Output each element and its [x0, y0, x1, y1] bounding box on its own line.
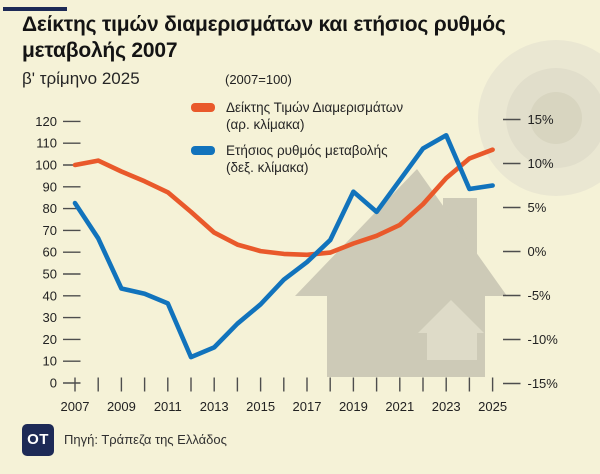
annual-change-label-line1: Ετήσιος ρυθμός μεταβολής: [226, 143, 388, 158]
right-axis-tick-label: 15%: [528, 112, 554, 127]
annual-change-label: Ετήσιος ρυθμός μεταβολής (δεξ. κλίμακα): [226, 142, 388, 176]
legend-item-annual-change: Ετήσιος ρυθμός μεταβολής (δεξ. κλίμακα): [191, 142, 403, 176]
small-house-roof: [418, 300, 484, 333]
x-axis-tick-label: 2011: [154, 399, 182, 414]
left-axis-tick-label: 20: [43, 332, 57, 347]
source-text: Πηγή: Τράπεζα της Ελλάδος: [64, 432, 227, 447]
right-axis-tick-label: -5%: [528, 288, 552, 303]
x-axis-tick-label: 2021: [385, 399, 414, 414]
price-index-label-line1: Δείκτης Τιμών Διαμερισμάτων: [226, 100, 404, 115]
annual-change-line: [72, 133, 495, 360]
house-roof: [295, 169, 507, 296]
price-index-label-line2: (αρ. κλίμακα): [226, 117, 305, 132]
left-axis-tick-label: 30: [43, 310, 57, 325]
small-house-body: [427, 331, 477, 360]
annual-change-swatch: [191, 146, 215, 155]
legend: Δείκτης Τιμών Διαμερισμάτων (αρ. κλίμακα…: [191, 99, 403, 176]
left-axis-tick-label: 10: [43, 354, 57, 369]
left-axis-tick-label: 90: [43, 179, 57, 194]
chart-title-line2: μεταβολής 2007: [22, 39, 178, 62]
legend-base-note: (2007=100): [225, 72, 292, 87]
x-axis-tick-label: 2013: [200, 399, 229, 414]
x-axis-tick-label: 2019: [339, 399, 368, 414]
left-axis-tick-label: 50: [43, 267, 57, 282]
left-axis-tick-label: 0: [50, 376, 57, 391]
left-axis-tick-label: 60: [43, 245, 57, 260]
target-circle-inner: [530, 92, 582, 144]
ot-logo: OT: [22, 424, 54, 456]
x-axis-tick-label: 2015: [246, 399, 275, 414]
annual-change-label-line2: (δεξ. κλίμακα): [226, 160, 309, 175]
right-axis-tick-label: -10%: [528, 332, 559, 347]
x-axis-tick-label: 2023: [432, 399, 461, 414]
left-axis-tick-label: 110: [36, 136, 57, 151]
left-axis-tick-label: 120: [35, 114, 57, 129]
legend-item-price-index: Δείκτης Τιμών Διαμερισμάτων (αρ. κλίμακα…: [191, 99, 403, 133]
chart-title-line1: Δείκτης τιμών διαμερισμάτων και ετήσιος …: [22, 13, 506, 36]
left-axis-tick-label: 80: [43, 201, 57, 216]
price-index-swatch: [191, 103, 215, 112]
left-axis-tick-label: 40: [43, 288, 57, 303]
x-axis-tick-label: 2017: [293, 399, 322, 414]
accent-bar: [3, 7, 67, 11]
price-index-label: Δείκτης Τιμών Διαμερισμάτων (αρ. κλίμακα…: [226, 99, 403, 133]
left-axis-tick-label: 100: [35, 158, 57, 173]
left-axis-tick-label: 70: [43, 223, 57, 238]
right-axis-tick-label: 0%: [528, 244, 547, 259]
right-axis-tick-label: 10%: [528, 156, 554, 171]
x-axis-tick-label: 2009: [107, 399, 136, 414]
right-axis-tick-label: -15%: [528, 376, 559, 391]
right-axis-tick-label: 5%: [528, 200, 547, 215]
x-axis-tick-label: 2025: [478, 399, 507, 414]
x-axis-tick-label: 2007: [61, 399, 90, 414]
price-index-line: [72, 147, 495, 258]
chart-subtitle: β' τρίμηνο 2025: [22, 69, 140, 88]
